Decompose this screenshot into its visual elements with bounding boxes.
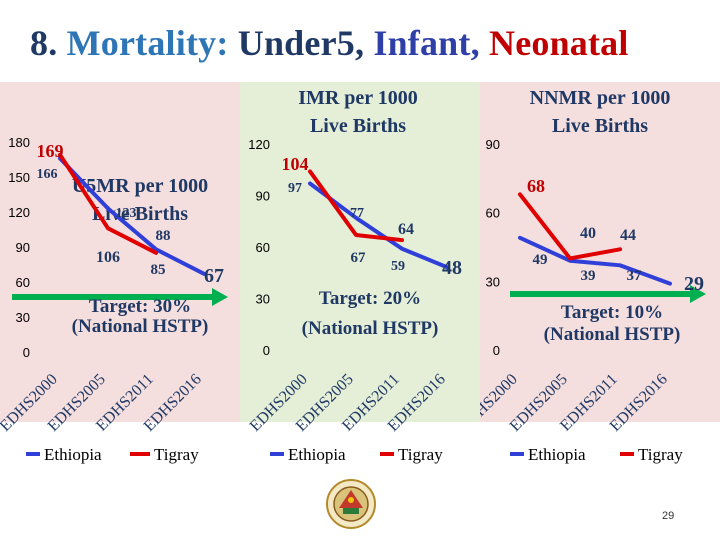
- imr-target-subtext: (National HSTP): [302, 318, 439, 339]
- imr-data-label: 59: [391, 259, 405, 274]
- nnmr-data-label: 39: [581, 268, 596, 284]
- title-neonatal: Neonatal: [489, 23, 629, 63]
- nnmr-data-label: 68: [527, 176, 545, 196]
- nnmr-y-tick-label: 90: [486, 137, 500, 152]
- u5mr-plot-background: [0, 82, 240, 422]
- u5mr-y-tick-label: 90: [16, 240, 30, 255]
- imr-plot-background: [240, 82, 480, 422]
- nnmr-chart-title-line2: Live Births: [552, 115, 648, 137]
- nnmr-legend-label-ethiopia: Ethiopia: [528, 445, 586, 464]
- nnmr-chart-panel: 0 30 60 90 NNMR per 1000 Live Births 68 40 44 49 3…: [480, 82, 720, 472]
- u5mr-data-label: 166: [37, 167, 58, 182]
- u5mr-chart-title-line2: Live Births: [92, 203, 188, 225]
- nnmr-y-tick-label: 60: [486, 206, 500, 221]
- u5mr-y-tick-label: 60: [16, 275, 30, 290]
- nnmr-target-subtext: (National HSTP): [544, 324, 681, 345]
- imr-y-tick-label: 90: [256, 189, 270, 204]
- nnmr-target-text: Target: 10%: [561, 302, 663, 323]
- imr-y-tick-label: 120: [248, 137, 270, 152]
- u5mr-data-label: 169: [37, 141, 64, 161]
- u5mr-data-label: 67: [204, 265, 224, 287]
- u5mr-target-subtext: (National HSTP): [72, 316, 209, 337]
- nnmr-data-label: 44: [620, 227, 636, 244]
- imr-target-text: Target: 20%: [319, 288, 421, 309]
- u5mr-y-tick-label: 30: [16, 310, 30, 325]
- imr-data-label: 48: [442, 257, 462, 279]
- u5mr-chart-panel: 0 30 60 90 120 150 180 U5MR per 1000 Live Births…: [0, 82, 240, 472]
- u5mr-y-tick-label: 180: [8, 135, 30, 150]
- u5mr-y-tick-label: 120: [8, 205, 30, 220]
- nnmr-y-tick-label: 30: [486, 274, 500, 289]
- nnmr-chart-title: NNMR per 1000: [530, 87, 671, 109]
- nnmr-series-line-ethiopia: [518, 235, 672, 286]
- title-under5: Under5,: [237, 23, 365, 63]
- imr-chart-title: IMR per 1000: [298, 87, 418, 109]
- imr-y-tick-label: 0: [263, 343, 270, 358]
- imr-legend-label-ethiopia: Ethiopia: [288, 445, 346, 464]
- imr-y-tick-label: 30: [256, 292, 270, 307]
- imr-series-line-tigray: [308, 169, 404, 243]
- u5mr-y-tick-label: 0: [23, 345, 30, 360]
- nnmr-y-tick-label: 0: [493, 343, 500, 358]
- imr-data-label: 97: [288, 181, 302, 196]
- u5mr-legend-label-ethiopia: Ethiopia: [44, 445, 102, 464]
- nnmr-data-label: 29: [684, 273, 704, 295]
- u5mr-data-label: 123: [116, 206, 137, 221]
- imr-data-label: 64: [398, 221, 414, 238]
- u5mr-series-line-tigray: [58, 152, 158, 255]
- u5mr-chart-title: U5MR per 1000: [72, 175, 208, 197]
- nnmr-target-arrowhead: [690, 285, 706, 303]
- u5mr-legend-label-tigray: Tigray: [154, 445, 199, 464]
- u5mr-target-arrowhead: [212, 288, 228, 306]
- u5mr-target-text: Target: 30%: [89, 296, 191, 317]
- page-number: 29: [662, 510, 675, 522]
- emblem-logo: [326, 479, 376, 529]
- title-mortality: Mortality:: [66, 23, 229, 63]
- u5mr-data-label: 85: [151, 262, 166, 278]
- imr-data-label: 67: [351, 250, 367, 266]
- u5mr-data-label: 106: [96, 249, 120, 266]
- nnmr-chart-svg: 0 30 60 90 NNMR per 1000 Live Births 68 40 44 49 3…: [480, 82, 720, 464]
- u5mr-y-tick-label: 150: [8, 170, 30, 185]
- title-infant: Infant,: [373, 23, 480, 63]
- u5mr-chart-svg: 0 30 60 90 120 150 180 U5MR per 1000 Live Births…: [0, 82, 240, 464]
- nnmr-series-line-tigray: [518, 192, 622, 261]
- title-number: 8.: [30, 23, 58, 63]
- slide-title: 8. Mortality: Under5, Infant, Neonatal: [30, 22, 629, 64]
- nnmr-data-label: 37: [627, 268, 643, 284]
- imr-chart-title-line2: Live Births: [310, 115, 406, 137]
- u5mr-series-line-ethiopia: [58, 156, 206, 276]
- imr-legend-label-tigray: Tigray: [398, 445, 443, 464]
- nnmr-legend-label-tigray: Tigray: [638, 445, 683, 464]
- u5mr-data-label: 88: [156, 228, 171, 244]
- imr-chart-panel: 0 30 60 90 120 IMR per 1000 Live Births 104 97 77…: [240, 82, 480, 472]
- imr-y-tick-label: 60: [256, 240, 270, 255]
- nnmr-data-label: 40: [580, 225, 596, 242]
- imr-data-label: 77: [350, 206, 364, 221]
- imr-data-label: 104: [282, 154, 309, 174]
- nnmr-data-label: 49: [533, 252, 548, 268]
